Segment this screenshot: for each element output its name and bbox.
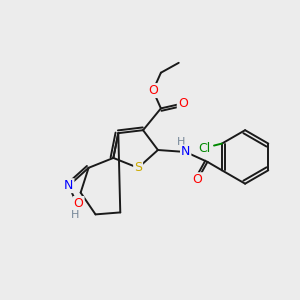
Text: O: O bbox=[74, 197, 84, 210]
Text: O: O bbox=[178, 97, 188, 110]
Text: H: H bbox=[70, 210, 79, 220]
Text: Cl: Cl bbox=[198, 142, 210, 155]
Text: O: O bbox=[148, 84, 158, 97]
Text: N: N bbox=[64, 179, 74, 192]
Text: N: N bbox=[181, 146, 190, 158]
Text: O: O bbox=[193, 173, 202, 186]
Text: S: S bbox=[134, 161, 142, 174]
Text: H: H bbox=[176, 137, 185, 147]
